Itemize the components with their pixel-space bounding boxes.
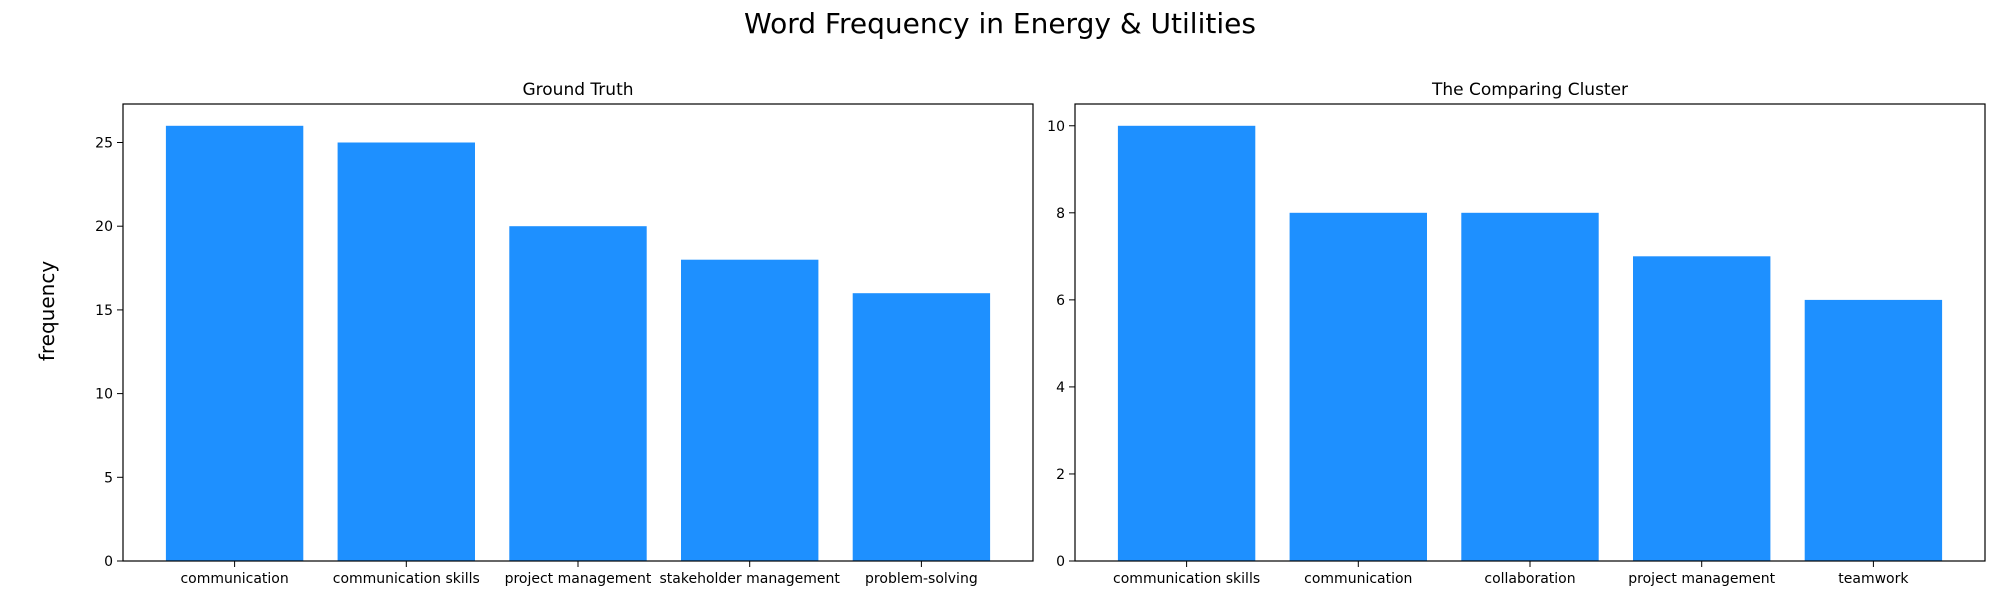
bar-5 (852, 293, 991, 561)
y-tick-label: 8 (1056, 206, 1065, 222)
x-tick-label: collaboration (1484, 571, 1575, 587)
chart-panel-comparing-cluster: The Comparing Cluster 0 2 4 6 8 10 communicatio… (1047, 80, 1986, 587)
x-tick-label: communication skills (1113, 571, 1260, 587)
y-tick-label: 15 (95, 303, 113, 319)
bar-4 (681, 259, 819, 561)
bar-5 (1804, 299, 1943, 561)
y-tick-label: 6 (1056, 293, 1065, 309)
figure-title: Word Frequency in Energy & Utilities (744, 7, 1256, 40)
shared-y-axis-label: frequency (35, 261, 59, 361)
x-tick-label: communication (180, 571, 288, 587)
x-tick-label: communication skills (333, 571, 480, 587)
y-tick-label: 10 (95, 387, 113, 403)
bar-4 (1633, 256, 1771, 561)
bar-2 (1289, 212, 1427, 562)
y-tick-label: 4 (1056, 380, 1065, 396)
x-tick-label: project management (1628, 571, 1775, 587)
x-tick-label: problem-solving (865, 571, 978, 587)
bar-1 (165, 125, 304, 562)
y-tick-label: 20 (95, 219, 113, 235)
y-tick-label: 5 (104, 470, 113, 486)
x-tick-label: communication (1304, 571, 1412, 587)
x-tick-label: teamwork (1838, 571, 1909, 587)
y-tick-label: 0 (1056, 554, 1065, 570)
bar-1 (1117, 125, 1256, 562)
chart-panel-ground-truth: Ground Truth 0 5 10 15 20 25 communication commu… (95, 80, 1034, 587)
x-tick-label: project management (505, 571, 652, 587)
y-tick-label: 0 (104, 554, 113, 570)
y-tick-label: 2 (1056, 467, 1065, 483)
bar-3 (1461, 212, 1599, 562)
bar-3 (509, 226, 647, 561)
x-tick-label: stakeholder management (659, 571, 840, 587)
y-tick-label: 10 (1047, 119, 1065, 135)
panel-title: The Comparing Cluster (1431, 80, 1628, 100)
y-tick-label: 25 (95, 136, 113, 152)
bar-2 (337, 142, 475, 561)
panel-title: Ground Truth (522, 80, 633, 100)
